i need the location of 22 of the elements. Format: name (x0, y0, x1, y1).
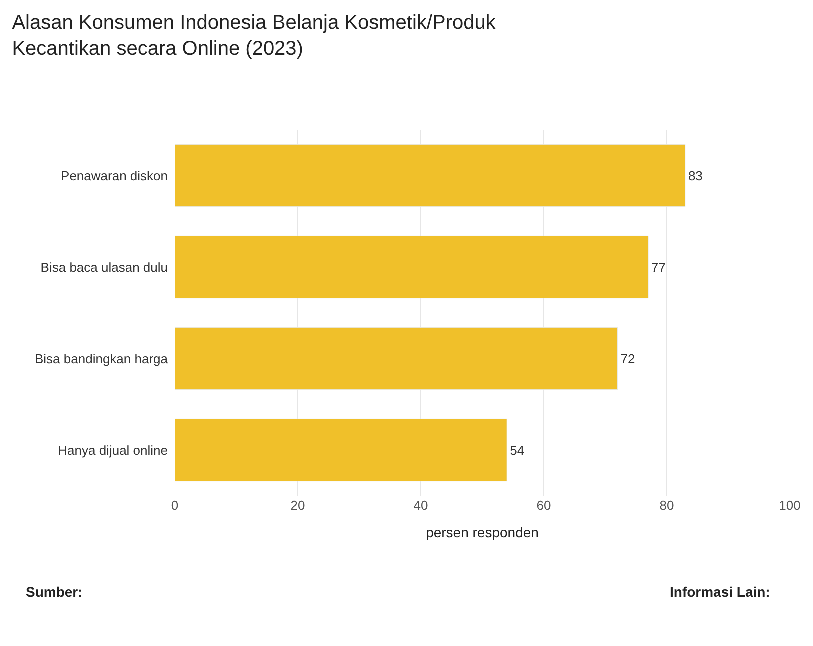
text: Informasi Lain: (670, 584, 770, 600)
x-tick-label: 100 (779, 498, 801, 513)
y-tick-label: Bisa baca ulasan dulu (40, 260, 168, 275)
x-tick-label: 80 (660, 498, 674, 513)
x-axis-title: persen responden (426, 524, 539, 540)
data-label: 83 (688, 168, 703, 184)
text: Sumber: (26, 584, 83, 600)
x-tick-label: 0 (171, 498, 179, 513)
x-tick-label: 40 (414, 498, 428, 513)
y-tick-label: Hanya dijual online (58, 442, 168, 458)
chart-title: Alasan Konsumen Indonesia Belanja Kosmetik/Produk Kecantikan secara Online (2023) (12, 12, 497, 60)
bar (175, 327, 618, 390)
bar (175, 144, 686, 208)
x-tick-label: 60 (536, 498, 552, 513)
y-tick-label: Penawaran diskon (61, 168, 168, 184)
x-tick-label: 20 (290, 498, 306, 513)
data-label: 72 (620, 351, 636, 366)
y-tick-label: Bisa bandingkan harga (35, 351, 169, 366)
data-label: 54 (510, 442, 525, 458)
bar (175, 236, 649, 299)
bar (175, 418, 508, 482)
data-label: 77 (652, 260, 666, 275)
